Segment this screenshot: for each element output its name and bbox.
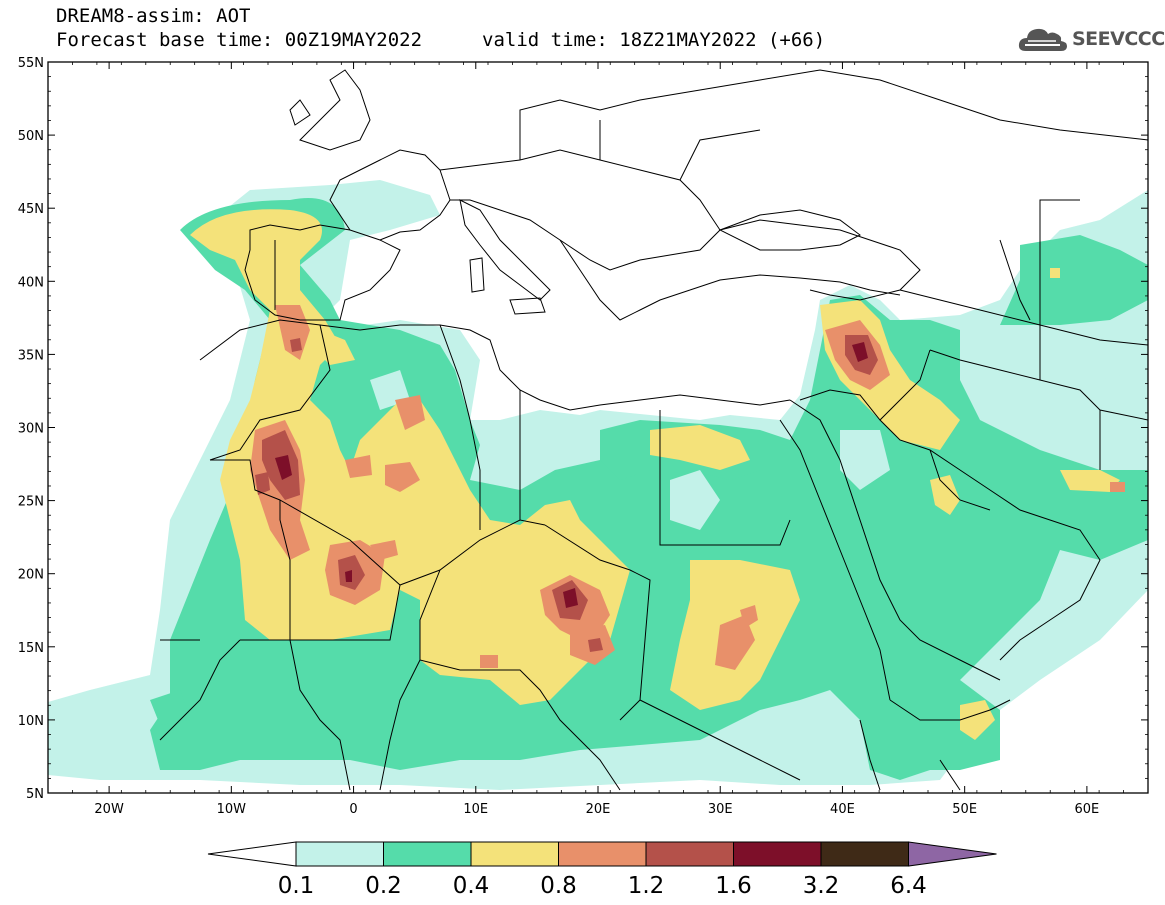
cloud-icon — [1018, 28, 1067, 51]
colorbar-label: 0.2 — [365, 873, 402, 899]
colorbar-box — [645, 841, 734, 867]
colorbar-label: 1.2 — [628, 873, 665, 899]
lat-tick-label: 15N — [18, 641, 44, 656]
country-boundaries — [159, 69, 1148, 791]
colorbar-box — [470, 841, 559, 867]
colorbar-label: 0.8 — [540, 873, 577, 899]
lat-tick-label: 10N — [18, 714, 44, 729]
lon-tick-label: 0 — [349, 802, 357, 817]
map-title: DREAM8-assim: AOT — [56, 5, 251, 27]
colorbar-label: 3.2 — [803, 873, 840, 899]
longitude-axis: 20W 10W 0 10E 20E 30E 40E 50E 60E — [47, 62, 1149, 817]
lat-tick-label: 50N — [18, 129, 44, 144]
aot-level-1.6 — [275, 342, 868, 608]
colorbar-box — [820, 841, 909, 867]
aot-shading — [48, 180, 1148, 790]
latitude-axis: 55N 50N 45N 40N 35N 30N 25N 20N 15N 10N 5N — [18, 56, 1148, 802]
colorbar-box — [558, 841, 647, 867]
lon-tick-label: 60E — [1075, 802, 1100, 817]
lat-tick-label: 30N — [18, 422, 44, 437]
lat-tick-label: 20N — [18, 568, 44, 583]
colorbar-box — [733, 841, 822, 867]
colorbar-label: 6.4 — [890, 873, 927, 899]
valid-time: valid time: 18Z21MAY2022 (+66) — [482, 29, 826, 51]
lat-tick-label: 55N — [18, 56, 44, 71]
lon-tick-label: 50E — [952, 802, 977, 817]
colorbar-label: 0.1 — [278, 873, 315, 899]
colorbar-box — [295, 841, 384, 867]
colorbar-label: 1.6 — [715, 873, 752, 899]
lon-tick-label: 10E — [463, 802, 488, 817]
colorbar: 0.1 0.2 0.4 0.8 1.2 1.6 3.2 6.4 — [207, 841, 997, 899]
lat-tick-label: 45N — [18, 202, 44, 217]
colorbar-over-arrow — [908, 841, 997, 867]
lat-tick-label: 25N — [18, 495, 44, 510]
aot-level-0.2 — [150, 198, 1148, 780]
forecast-base-time: Forecast base time: 00Z19MAY2022 — [56, 29, 423, 51]
lon-tick-label: 20W — [94, 802, 124, 817]
logo-text: SEEVCCC — [1072, 28, 1165, 50]
lat-tick-label: 35N — [18, 348, 44, 363]
colorbar-box — [383, 841, 472, 867]
lat-tick-label: 5N — [26, 787, 44, 802]
lon-tick-label: 10W — [217, 802, 247, 817]
lon-tick-label: 20E — [586, 802, 611, 817]
lon-tick-label: 30E — [708, 802, 733, 817]
lat-tick-label: 40N — [18, 275, 44, 290]
seevccc-logo: SEEVCCC — [1018, 22, 1165, 56]
colorbar-under-arrow — [207, 841, 297, 867]
lon-tick-label: 40E — [830, 802, 855, 817]
colorbar-label: 0.4 — [453, 873, 490, 899]
